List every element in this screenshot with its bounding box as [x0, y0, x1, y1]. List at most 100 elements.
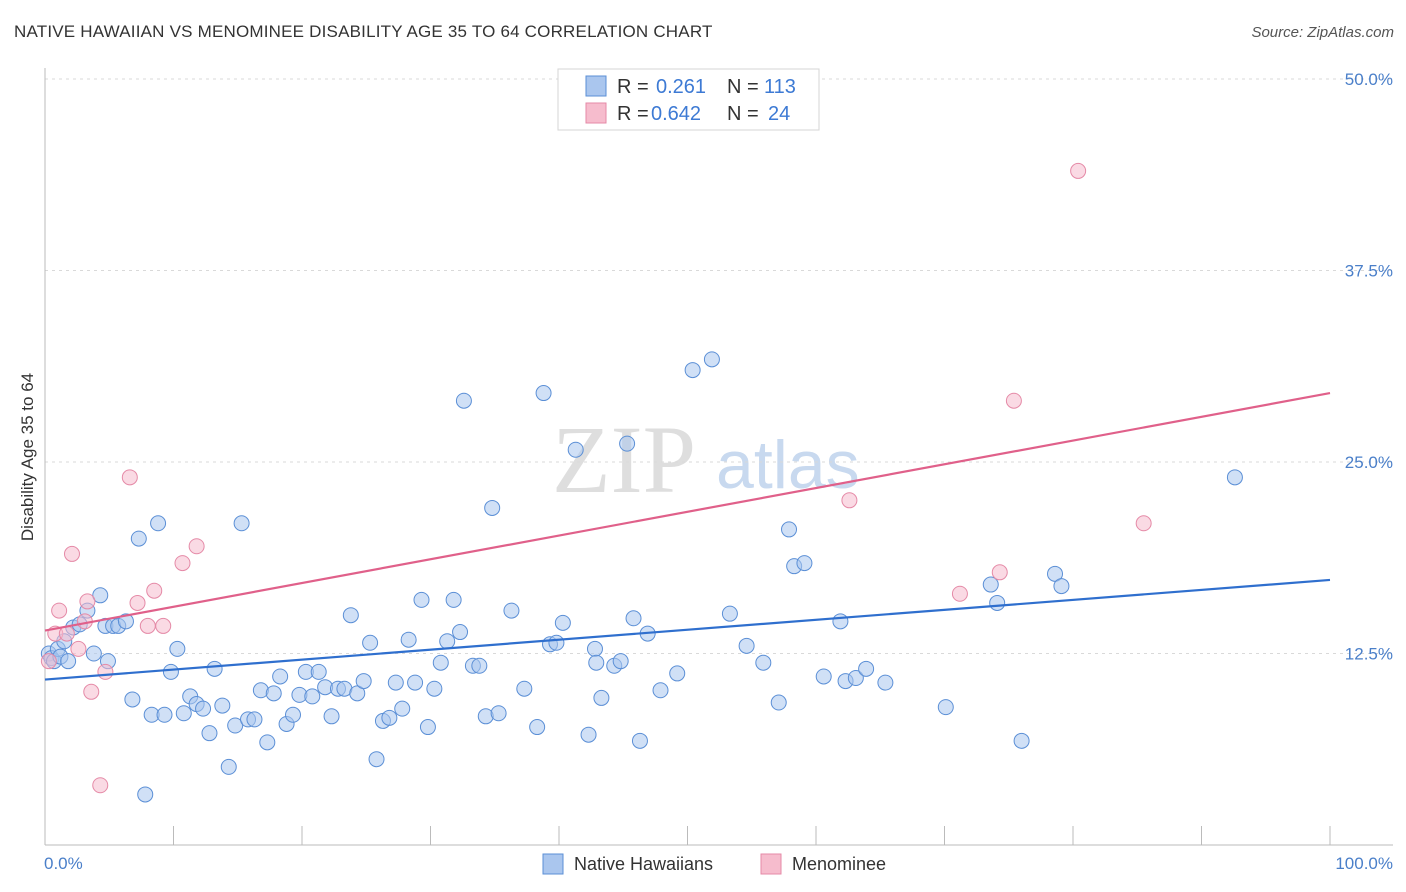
legend-r-value-blue: 0.261 [656, 76, 706, 98]
native-hawaiians-point-76 [516, 680, 533, 697]
native-hawaiians-point-28 [195, 700, 212, 717]
native-hawaiians-point-62 [413, 591, 430, 608]
chart-title: NATIVE HAWAIIAN VS MENOMINEE DISABILITY … [14, 22, 713, 41]
native-hawaiians-point-78 [535, 385, 552, 402]
native-hawaiians-point-107 [847, 670, 864, 687]
menominee-point-10 [97, 663, 114, 680]
menominee-point-23 [1135, 515, 1152, 532]
native-hawaiians-point-98 [738, 637, 755, 654]
legend-n-value-pink: 24 [768, 103, 790, 125]
native-hawaiians-point-22 [156, 706, 173, 723]
native-hawaiians-point-60 [400, 631, 417, 648]
native-hawaiians-point-33 [227, 717, 244, 734]
native-hawaiians-point-95 [684, 362, 701, 379]
native-hawaiians-point-11 [92, 587, 109, 604]
legend-n-label-pink: N = [727, 103, 759, 125]
native-hawaiians-point-101 [781, 521, 798, 538]
menominee-point-13 [139, 617, 156, 634]
watermark-zip: ZIP [552, 406, 696, 513]
series-native-hawaiians-points [40, 351, 1243, 803]
bottom-legend-label-native-hawaiians: Native Hawaiians [574, 854, 713, 874]
native-hawaiians-point-73 [484, 499, 501, 516]
y-tick-label-0: 12.5% [1345, 645, 1393, 664]
native-hawaiians-point-67 [445, 591, 462, 608]
y-axis-tick-labels: 12.5% 25.0% 37.5% 50.0% [1345, 70, 1393, 664]
native-hawaiians-point-82 [567, 441, 584, 458]
native-hawaiians-point-17 [124, 691, 141, 708]
native-hawaiians-point-115 [1053, 578, 1070, 595]
native-hawaiians-point-103 [796, 555, 813, 572]
native-hawaiians-point-42 [285, 706, 302, 723]
series-menominee-points [40, 162, 1152, 794]
native-hawaiians-point-31 [214, 697, 231, 714]
native-hawaiians-point-112 [989, 594, 1006, 611]
native-hawaiians-point-93 [652, 682, 669, 699]
native-hawaiians-point-38 [259, 734, 276, 751]
bottom-legend-swatch-native-hawaiians [542, 853, 564, 875]
legend-box: R = 0.261 N = 113 R = 0.642 N = 24 [557, 68, 820, 131]
watermark-atlas: atlas [716, 427, 860, 503]
native-hawaiians-point-71 [471, 657, 488, 674]
native-hawaiians-point-34 [233, 515, 250, 532]
native-hawaiians-point-90 [625, 610, 642, 627]
native-hawaiians-point-68 [452, 624, 469, 641]
menominee-point-11 [121, 469, 138, 486]
native-hawaiians-point-86 [593, 689, 610, 706]
menominee-point-4 [63, 545, 80, 562]
native-hawaiians-point-24 [169, 640, 186, 657]
native-hawaiians-point-45 [304, 688, 321, 705]
native-hawaiians-point-96 [703, 351, 720, 368]
native-hawaiians-point-99 [755, 654, 772, 671]
y-tick-label-1: 25.0% [1345, 453, 1393, 472]
native-hawaiians-point-110 [937, 699, 954, 716]
native-hawaiians-point-74 [490, 705, 507, 722]
native-hawaiians-point-23 [162, 663, 179, 680]
y-axis-title: Disability Age 35 to 64 [18, 373, 37, 541]
menominee-point-0 [40, 653, 57, 670]
menominee-point-2 [51, 602, 68, 619]
y-tick-label-3: 50.0% [1345, 70, 1393, 89]
native-hawaiians-point-36 [246, 711, 263, 728]
native-hawaiians-point-39 [265, 685, 282, 702]
native-hawaiians-point-75 [503, 602, 520, 619]
native-hawaiians-point-57 [381, 709, 398, 726]
native-hawaiians-point-16 [117, 613, 134, 630]
menominee-point-15 [155, 617, 172, 634]
native-hawaiians-point-89 [619, 435, 636, 452]
x-axis-ticks [44, 826, 1331, 845]
x-tick-label-max: 100.0% [1335, 854, 1393, 873]
native-hawaiians-point-111 [982, 576, 999, 593]
native-hawaiians-point-51 [342, 607, 359, 624]
native-hawaiians-point-65 [432, 654, 449, 671]
native-hawaiians-point-6 [60, 653, 77, 670]
native-hawaiians-point-40 [272, 668, 289, 685]
native-hawaiians-point-109 [877, 674, 894, 691]
legend-swatch-blue [585, 75, 607, 97]
menominee-point-19 [951, 585, 968, 602]
x-tick-label-min: 0.0% [44, 854, 83, 873]
native-hawaiians-point-58 [387, 674, 404, 691]
native-hawaiians-point-61 [407, 674, 424, 691]
native-hawaiians-point-69 [455, 392, 472, 409]
menominee-point-20 [991, 564, 1008, 581]
native-hawaiians-point-84 [586, 640, 603, 657]
native-hawaiians-point-32 [220, 758, 237, 775]
legend-r-label-blue: R = [617, 76, 649, 98]
native-hawaiians-point-81 [554, 614, 571, 631]
menominee-point-7 [79, 593, 96, 610]
legend-r-value-pink: 0.642 [651, 103, 701, 125]
native-hawaiians-point-19 [137, 786, 154, 803]
native-hawaiians-point-91 [631, 732, 648, 749]
menominee-point-22 [1070, 162, 1087, 179]
native-hawaiians-point-88 [612, 653, 629, 670]
bottom-legend: Native Hawaiians Menominee [542, 853, 886, 875]
native-hawaiians-point-105 [832, 613, 849, 630]
menominee-point-12 [129, 594, 146, 611]
bottom-legend-swatch-menominee [760, 853, 782, 875]
native-hawaiians-point-83 [580, 726, 597, 743]
native-hawaiians-point-21 [150, 515, 167, 532]
native-hawaiians-point-66 [439, 633, 456, 650]
chart-source: Source: ZipAtlas.com [1251, 24, 1394, 41]
native-hawaiians-point-30 [206, 660, 223, 677]
